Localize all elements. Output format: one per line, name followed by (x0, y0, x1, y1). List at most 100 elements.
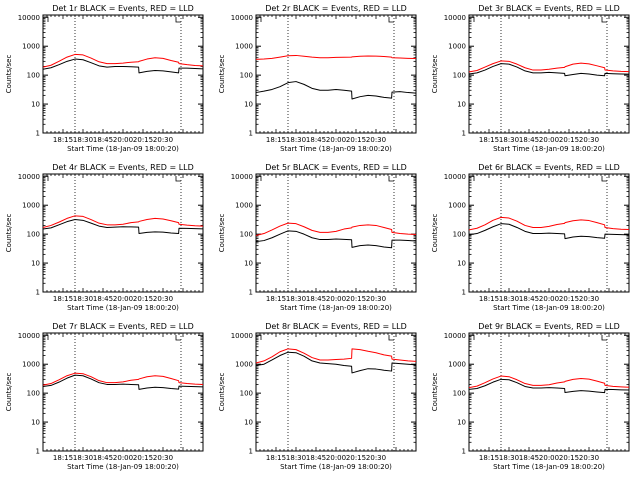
y-tick-label: 1 (462, 289, 466, 297)
y-axis-label: Counts/sec (431, 55, 439, 94)
x-tick-label: 20:30 (366, 295, 386, 303)
chart-title: Det 4r BLACK = Events, RED = LLD (52, 163, 194, 172)
x-axis-label: Start Time (18-Jan-09 18:00:20) (67, 304, 179, 312)
y-tick-label: 10000 (18, 332, 40, 340)
y-axis-label: Counts/sec (218, 214, 226, 253)
y-tick-label: 100 (453, 231, 466, 239)
lld-series-line (255, 222, 417, 236)
x-tick-label: 20:30 (153, 454, 173, 462)
y-tick-label: 1 (36, 289, 40, 297)
events-series-line (468, 223, 630, 240)
corner-mark (44, 16, 49, 22)
x-tick-label: 20:00 (326, 295, 346, 303)
y-tick-label: 10000 (18, 173, 40, 181)
chart-title: Det 1r BLACK = Events, RED = LLD (52, 4, 194, 13)
events-series-line (42, 58, 204, 74)
chart-panel: Det 6r BLACK = Events, RED = LLD 1 10 100 10… (431, 163, 630, 312)
corner-mark (257, 16, 262, 22)
y-tick-label: 1000 (448, 202, 466, 210)
x-tick-label: 18:45 (306, 136, 326, 144)
y-tick-label: 10000 (231, 332, 253, 340)
corner-mark (388, 17, 394, 23)
y-tick-label: 10 (457, 419, 466, 427)
corner-mark (257, 334, 262, 340)
corner-mark (470, 16, 475, 22)
x-tick-label: 20:30 (366, 454, 386, 462)
y-tick-label: 1000 (448, 43, 466, 51)
x-axis-label: Start Time (18-Jan-09 18:00:20) (493, 145, 605, 153)
x-tick-label: 20:15 (133, 295, 153, 303)
events-series-line (255, 81, 417, 100)
chart-panel: Det 7r BLACK = Events, RED = LLD 1 10 100 10… (5, 322, 204, 471)
plot-frame (42, 332, 204, 452)
y-tick-label: 100 (27, 231, 40, 239)
plot-frame (255, 14, 417, 134)
y-tick-label: 1000 (22, 43, 40, 51)
y-tick-label: 1000 (22, 361, 40, 369)
x-tick-label: 20:00 (113, 295, 133, 303)
y-tick-label: 1 (36, 130, 40, 138)
y-tick-label: 10 (31, 260, 40, 268)
y-tick-label: 100 (27, 390, 40, 398)
x-tick-label: 20:15 (133, 136, 153, 144)
chart-title: Det 6r BLACK = Events, RED = LLD (478, 163, 620, 172)
x-tick-label: 18:15 (479, 136, 499, 144)
plot-frame (255, 332, 417, 452)
x-tick-label: 20:00 (113, 454, 133, 462)
x-tick-label: 18:15 (266, 454, 286, 462)
x-tick-label: 20:30 (579, 136, 599, 144)
lld-series-line (42, 372, 204, 386)
x-axis-label: Start Time (18-Jan-09 18:00:20) (493, 304, 605, 312)
y-axis-label: Counts/sec (431, 214, 439, 253)
lld-series-line (42, 215, 204, 228)
y-axis-label: Counts/sec (218, 373, 226, 412)
y-tick-label: 10 (31, 419, 40, 427)
x-tick-label: 20:15 (559, 454, 579, 462)
x-axis-label: Start Time (18-Jan-09 18:00:20) (280, 463, 392, 471)
y-axis-label: Counts/sec (5, 55, 13, 94)
lld-series-line (468, 216, 630, 231)
y-tick-label: 10000 (444, 173, 466, 181)
chart-title: Det 2r BLACK = Events, RED = LLD (265, 4, 407, 13)
y-axis-label: Counts/sec (218, 55, 226, 94)
x-tick-label: 20:00 (113, 136, 133, 144)
x-tick-label: 18:30 (73, 454, 93, 462)
x-tick-label: 18:45 (519, 136, 539, 144)
x-tick-label: 18:30 (499, 454, 519, 462)
x-axis-label: Start Time (18-Jan-09 18:00:20) (67, 463, 179, 471)
y-tick-label: 10000 (444, 14, 466, 22)
x-axis-label: Start Time (18-Jan-09 18:00:20) (280, 145, 392, 153)
x-tick-label: 18:30 (286, 136, 306, 144)
x-tick-label: 18:30 (286, 454, 306, 462)
chart-panel: Det 8r BLACK = Events, RED = LLD 1 10 100 10… (218, 322, 417, 471)
x-tick-label: 18:15 (53, 295, 73, 303)
x-tick-label: 18:15 (479, 295, 499, 303)
chart-panel: Det 1r BLACK = Events, RED = LLD 1 10 100 10… (5, 4, 204, 153)
x-tick-label: 18:15 (53, 454, 73, 462)
x-tick-label: 20:30 (153, 136, 173, 144)
y-tick-label: 10000 (231, 14, 253, 22)
corner-mark (601, 176, 607, 182)
events-series-line (42, 219, 204, 235)
events-series-line (42, 374, 204, 390)
corner-mark (388, 176, 394, 182)
x-tick-label: 20:15 (346, 295, 366, 303)
corner-mark (44, 175, 49, 181)
x-tick-label: 18:30 (73, 295, 93, 303)
chart-title: Det 8r BLACK = Events, RED = LLD (265, 322, 407, 331)
y-tick-label: 1 (462, 448, 466, 456)
lld-series-line (468, 60, 630, 73)
y-tick-label: 10 (244, 260, 253, 268)
y-tick-label: 1 (249, 289, 253, 297)
x-tick-label: 20:30 (579, 295, 599, 303)
x-tick-label: 18:30 (499, 136, 519, 144)
y-tick-label: 10 (244, 101, 253, 109)
chart-title: Det 3r BLACK = Events, RED = LLD (478, 4, 620, 13)
chart-panel: Det 4r BLACK = Events, RED = LLD 1 10 100 10… (5, 163, 204, 312)
y-tick-label: 10000 (444, 332, 466, 340)
x-tick-label: 20:30 (366, 136, 386, 144)
chart-title: Det 9r BLACK = Events, RED = LLD (478, 322, 620, 331)
y-tick-label: 1000 (448, 361, 466, 369)
y-tick-label: 1000 (235, 202, 253, 210)
chart-panel: Det 9r BLACK = Events, RED = LLD 1 10 100 10… (431, 322, 630, 471)
